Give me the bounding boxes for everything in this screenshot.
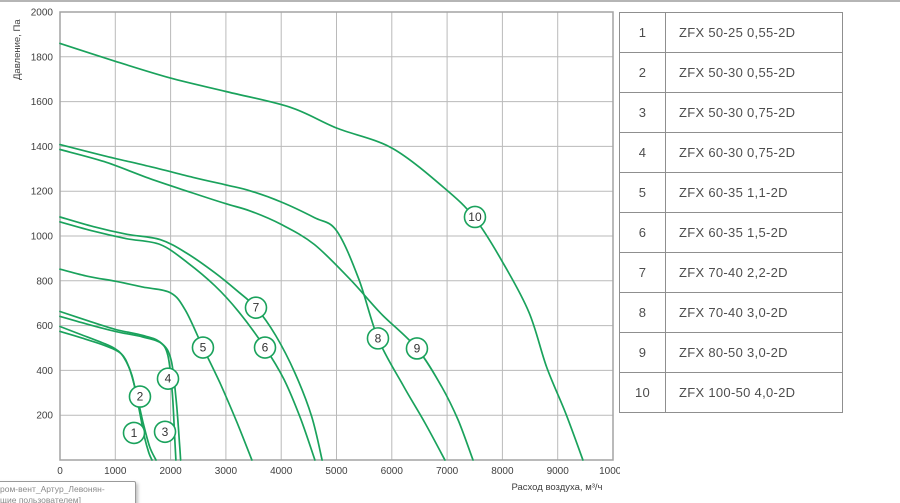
x-tick-label: 5000 — [325, 466, 348, 477]
x-tick-label: 2000 — [159, 466, 182, 477]
curve-label-number: 2 — [137, 390, 144, 404]
row-model-cell: ZFX 70-40 2,2-2D — [665, 252, 843, 293]
x-tick-label: 9000 — [547, 466, 570, 477]
tooltip-line-2: щие пользователем] — [0, 495, 81, 503]
y-tick-label: 1000 — [31, 232, 54, 243]
row-number-cell: 2 — [619, 52, 666, 93]
curve-4 — [59, 315, 182, 461]
table-row: 5 ZFX 60-35 1,1-2D — [619, 172, 843, 213]
curve-6 — [59, 221, 316, 461]
x-axis-title: Расход воздуха, м³/ч — [511, 482, 602, 493]
curve-label-number: 1 — [131, 426, 138, 440]
row-model-cell: ZFX 50-30 0,75-2D — [665, 92, 843, 133]
row-number-cell: 3 — [619, 92, 666, 133]
y-tick-label: 400 — [36, 366, 53, 377]
curve-label-number: 5 — [200, 341, 207, 355]
curve-label-number: 8 — [375, 331, 382, 345]
x-tick-label: 1000 — [104, 466, 127, 477]
row-model-cell: ZFX 60-30 0,75-2D — [665, 132, 843, 173]
curve-label-8: 8 — [366, 327, 390, 350]
curve-label-7: 7 — [244, 296, 268, 319]
curve-label-6: 6 — [253, 336, 277, 359]
row-model-cell: ZFX 100-50 4,0-2D — [665, 372, 843, 413]
row-number-cell: 1 — [619, 12, 666, 53]
y-tick-label: 600 — [36, 321, 53, 332]
y-tick-label: 800 — [36, 276, 53, 287]
x-tick-label: 4000 — [270, 466, 293, 477]
grid-layer — [59, 11, 614, 461]
row-number-cell: 8 — [619, 292, 666, 333]
legend-table: 1 ZFX 50-25 0,55-2D 2 ZFX 50-30 0,55-2D 3 ZFX… — [619, 12, 843, 413]
curve-9 — [59, 148, 474, 461]
row-model-cell: ZFX 70-40 3,0-2D — [665, 292, 843, 333]
curve-2 — [59, 330, 157, 461]
curve-7 — [59, 216, 323, 461]
x-tick-label: 3000 — [215, 466, 238, 477]
x-tick-label: 0 — [57, 466, 63, 477]
row-model-cell: ZFX 80-50 3,0-2D — [665, 332, 843, 373]
curve-label-1: 1 — [122, 421, 146, 445]
curve-label-number: 3 — [162, 425, 169, 439]
top-edge-line — [0, 0, 900, 2]
table-row: 9 ZFX 80-50 3,0-2D — [619, 332, 843, 373]
table-row: 6 ZFX 60-35 1,5-2D — [619, 212, 843, 253]
filename-tooltip: ром-вент_Артур_Левонян- щие пользователе… — [0, 481, 136, 503]
row-number-cell: 5 — [619, 172, 666, 213]
curve-label-9: 9 — [405, 337, 429, 360]
row-number-cell: 7 — [619, 252, 666, 293]
row-model-cell: ZFX 60-35 1,1-2D — [665, 172, 843, 213]
curve-labels-layer: 1 2 3 4 5 6 7 8 9 10 — [122, 205, 487, 445]
tooltip-line-1: ром-вент_Артур_Левонян- — [0, 484, 105, 494]
curve-label-number: 10 — [468, 210, 482, 224]
y-tick-label: 200 — [36, 411, 53, 422]
row-number-cell: 9 — [619, 332, 666, 373]
table-row: 7 ZFX 70-40 2,2-2D — [619, 252, 843, 293]
curve-label-number: 7 — [253, 301, 260, 315]
curve-8 — [59, 143, 446, 461]
curve-label-10: 10 — [463, 205, 487, 229]
curve-label-4: 4 — [156, 367, 180, 390]
x-tick-label: 10000 — [599, 466, 620, 477]
row-model-cell: ZFX 60-35 1,5-2D — [665, 212, 843, 253]
y-tick-label: 2000 — [31, 8, 54, 19]
curve-5 — [59, 268, 253, 461]
x-tick-label: 6000 — [381, 466, 404, 477]
curve-label-number: 6 — [262, 341, 269, 355]
curve-label-5: 5 — [191, 336, 215, 359]
x-tick-label: 8000 — [491, 466, 514, 477]
table-row: 4 ZFX 60-30 0,75-2D — [619, 132, 843, 173]
table-row: 1 ZFX 50-25 0,55-2D — [619, 12, 843, 53]
curve-label-2: 2 — [128, 385, 152, 408]
y-tick-label: 1400 — [31, 142, 54, 153]
curve-label-3: 3 — [153, 420, 177, 444]
y-tick-label: 1600 — [31, 97, 54, 108]
row-number-cell: 4 — [619, 132, 666, 173]
row-model-cell: ZFX 50-25 0,55-2D — [665, 12, 843, 53]
curve-10 — [59, 42, 584, 461]
table-row: 8 ZFX 70-40 3,0-2D — [619, 292, 843, 333]
plot-border — [59, 11, 614, 461]
x-tick-label: 7000 — [436, 466, 459, 477]
curve-label-number: 4 — [165, 372, 172, 386]
table-row: 2 ZFX 50-30 0,55-2D — [619, 52, 843, 93]
y-tick-label: 1800 — [31, 52, 54, 63]
table-row: 10 ZFX 100-50 4,0-2D — [619, 372, 843, 413]
row-number-cell: 6 — [619, 212, 666, 253]
row-model-cell: ZFX 50-30 0,55-2D — [665, 52, 843, 93]
curve-label-number: 9 — [414, 341, 421, 355]
y-axis-title: Давление, Па — [12, 19, 23, 80]
row-number-cell: 10 — [619, 372, 666, 413]
curves-layer — [59, 42, 584, 461]
table-row: 3 ZFX 50-30 0,75-2D — [619, 92, 843, 133]
axis-ticks-layer: 0 1000 2000 3000 4000 5000 6000 7000 8000 9000 100… — [31, 8, 620, 478]
y-tick-label: 1200 — [31, 187, 54, 198]
performance-chart: 1 2 3 4 5 6 7 8 9 10 0 1000 2000 3000 4000 5000 6000 700… — [12, 8, 620, 494]
